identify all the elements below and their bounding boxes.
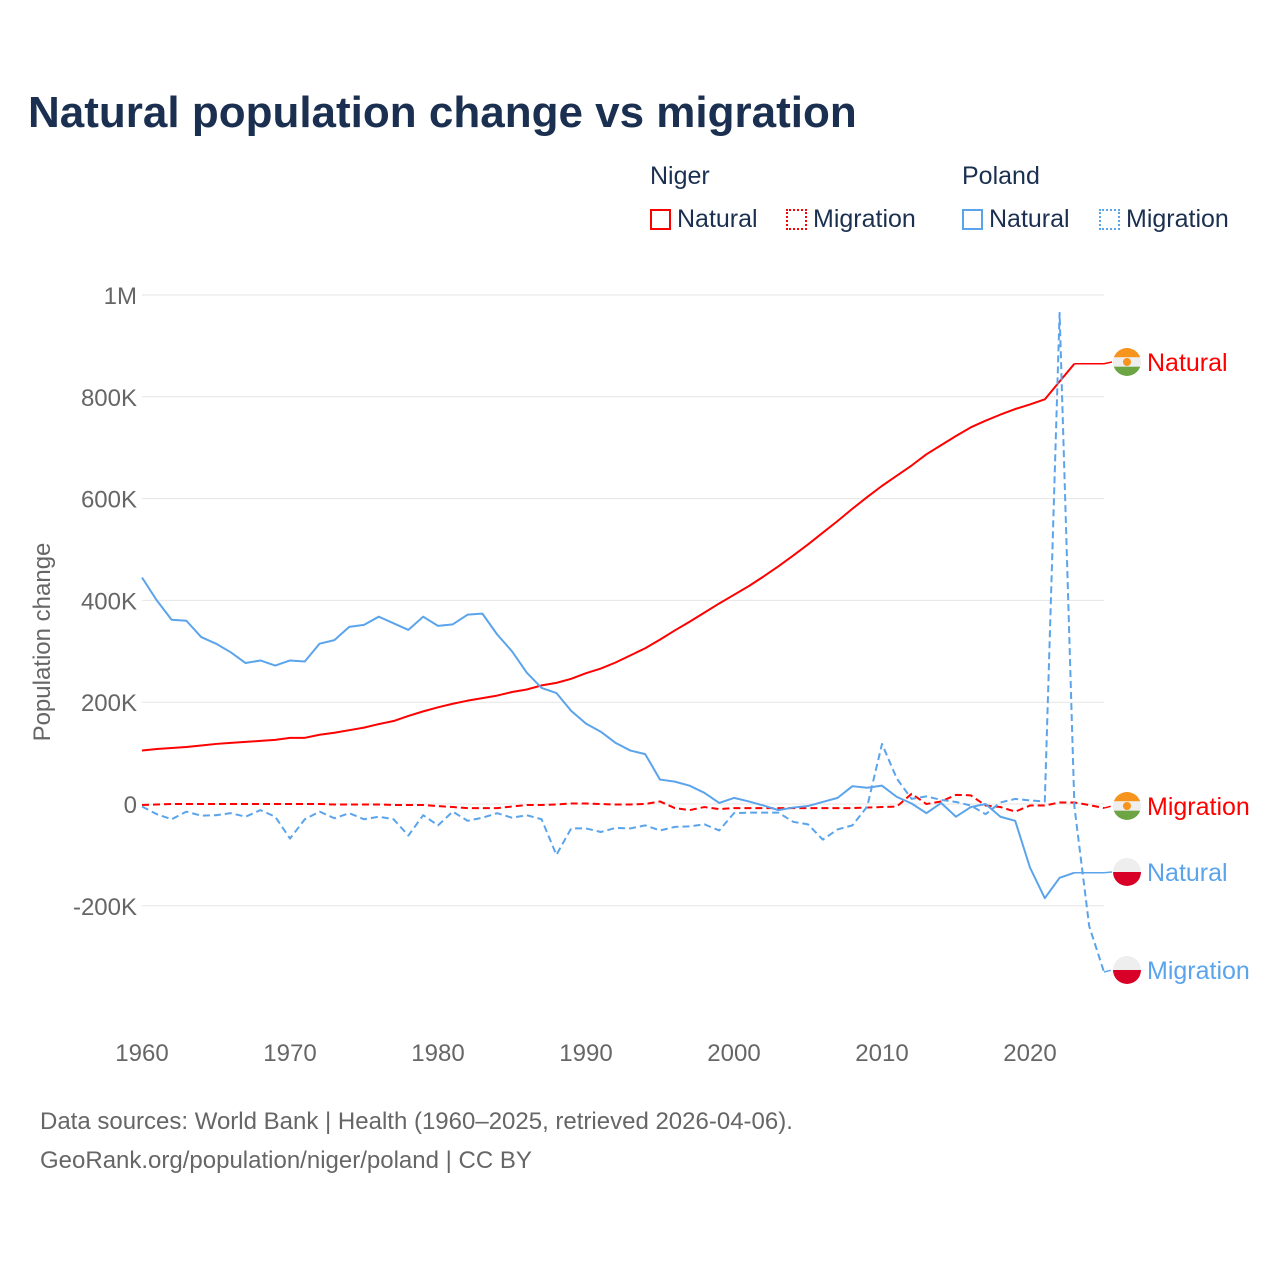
series-line: [141, 792, 1105, 813]
y-tick-label: -200K: [73, 894, 137, 921]
label-connector: [1103, 969, 1113, 973]
y-tick-label: 800K: [81, 385, 137, 412]
flag-body: [1113, 348, 1141, 376]
flag-body: [1113, 956, 1141, 984]
label-connector: [1074, 361, 1113, 365]
solid-swatch-icon: [962, 209, 983, 230]
niger-flag-icon: [1113, 348, 1141, 376]
x-tick-label: 2000: [707, 1040, 760, 1067]
legend-label: Natural: [989, 205, 1070, 233]
series-niger-migration: Migration: [141, 792, 1250, 821]
y-tick-label: 400K: [81, 588, 137, 615]
series-end-label: Natural: [1147, 349, 1228, 377]
flag-stripe: [1113, 348, 1141, 358]
series-line: [141, 311, 1105, 973]
flag-stripe: [1113, 956, 1141, 970]
series-poland-natural: Natural: [141, 576, 1228, 900]
series-end-label: Migration: [1147, 957, 1250, 985]
legend-group-niger: Niger: [650, 162, 710, 190]
legend-label: Migration: [1126, 205, 1229, 233]
poland-flag-icon: [1113, 858, 1141, 886]
label-connector: [1074, 871, 1113, 874]
series-poland-migration: Migration: [141, 311, 1250, 985]
series-end-label: Natural: [1147, 859, 1228, 887]
y-tick-label: 600K: [81, 487, 137, 514]
label-connector: [1103, 805, 1113, 809]
flag-stripe: [1113, 858, 1141, 872]
flag-stripe: [1113, 366, 1141, 376]
y-tick-label: 200K: [81, 690, 137, 717]
x-tick-label: 2010: [855, 1040, 908, 1067]
footer-link[interactable]: GeoRank.org/population/niger/poland | CC…: [40, 1147, 532, 1174]
x-tick-label: 1960: [115, 1040, 168, 1067]
flag-stripe: [1113, 810, 1141, 820]
flag-sun: [1123, 802, 1131, 810]
legend-niger-migration[interactable]: Migration: [786, 205, 916, 234]
series-end-label: Migration: [1147, 793, 1250, 821]
flag-stripe: [1113, 792, 1141, 802]
solid-swatch-icon: [650, 209, 671, 230]
chart-title: Natural population change vs migration: [28, 88, 857, 137]
x-tick-label: 1980: [411, 1040, 464, 1067]
y-tick-label: 0: [124, 792, 137, 819]
niger-flag-icon: [1113, 792, 1141, 820]
series-niger-natural: Natural: [141, 348, 1228, 752]
dotted-swatch-icon: [1099, 209, 1120, 230]
series-line: [141, 576, 1075, 900]
y-axis-label: Population change: [29, 543, 56, 742]
poland-flag-icon: [1113, 956, 1141, 984]
flag-stripe: [1113, 872, 1141, 886]
flag-stripe: [1113, 970, 1141, 984]
legend-group-poland: Poland: [962, 162, 1040, 190]
x-tick-label: 2020: [1003, 1040, 1056, 1067]
x-tick-label: 1990: [559, 1040, 612, 1067]
legend-label: Migration: [813, 205, 916, 233]
x-tick-label: 1970: [263, 1040, 316, 1067]
legend-niger-natural[interactable]: Natural: [650, 205, 758, 234]
footer-sources: Data sources: World Bank | Health (1960–…: [40, 1108, 793, 1135]
flag-body: [1113, 858, 1141, 886]
flag-body: [1113, 792, 1141, 820]
y-tick-label: 1M: [104, 283, 137, 310]
series-line: [141, 363, 1076, 752]
flag-sun: [1123, 358, 1131, 366]
dotted-swatch-icon: [786, 209, 807, 230]
legend-poland-migration[interactable]: Migration: [1099, 205, 1229, 234]
legend-poland-natural[interactable]: Natural: [962, 205, 1070, 234]
legend-label: Natural: [677, 205, 758, 233]
